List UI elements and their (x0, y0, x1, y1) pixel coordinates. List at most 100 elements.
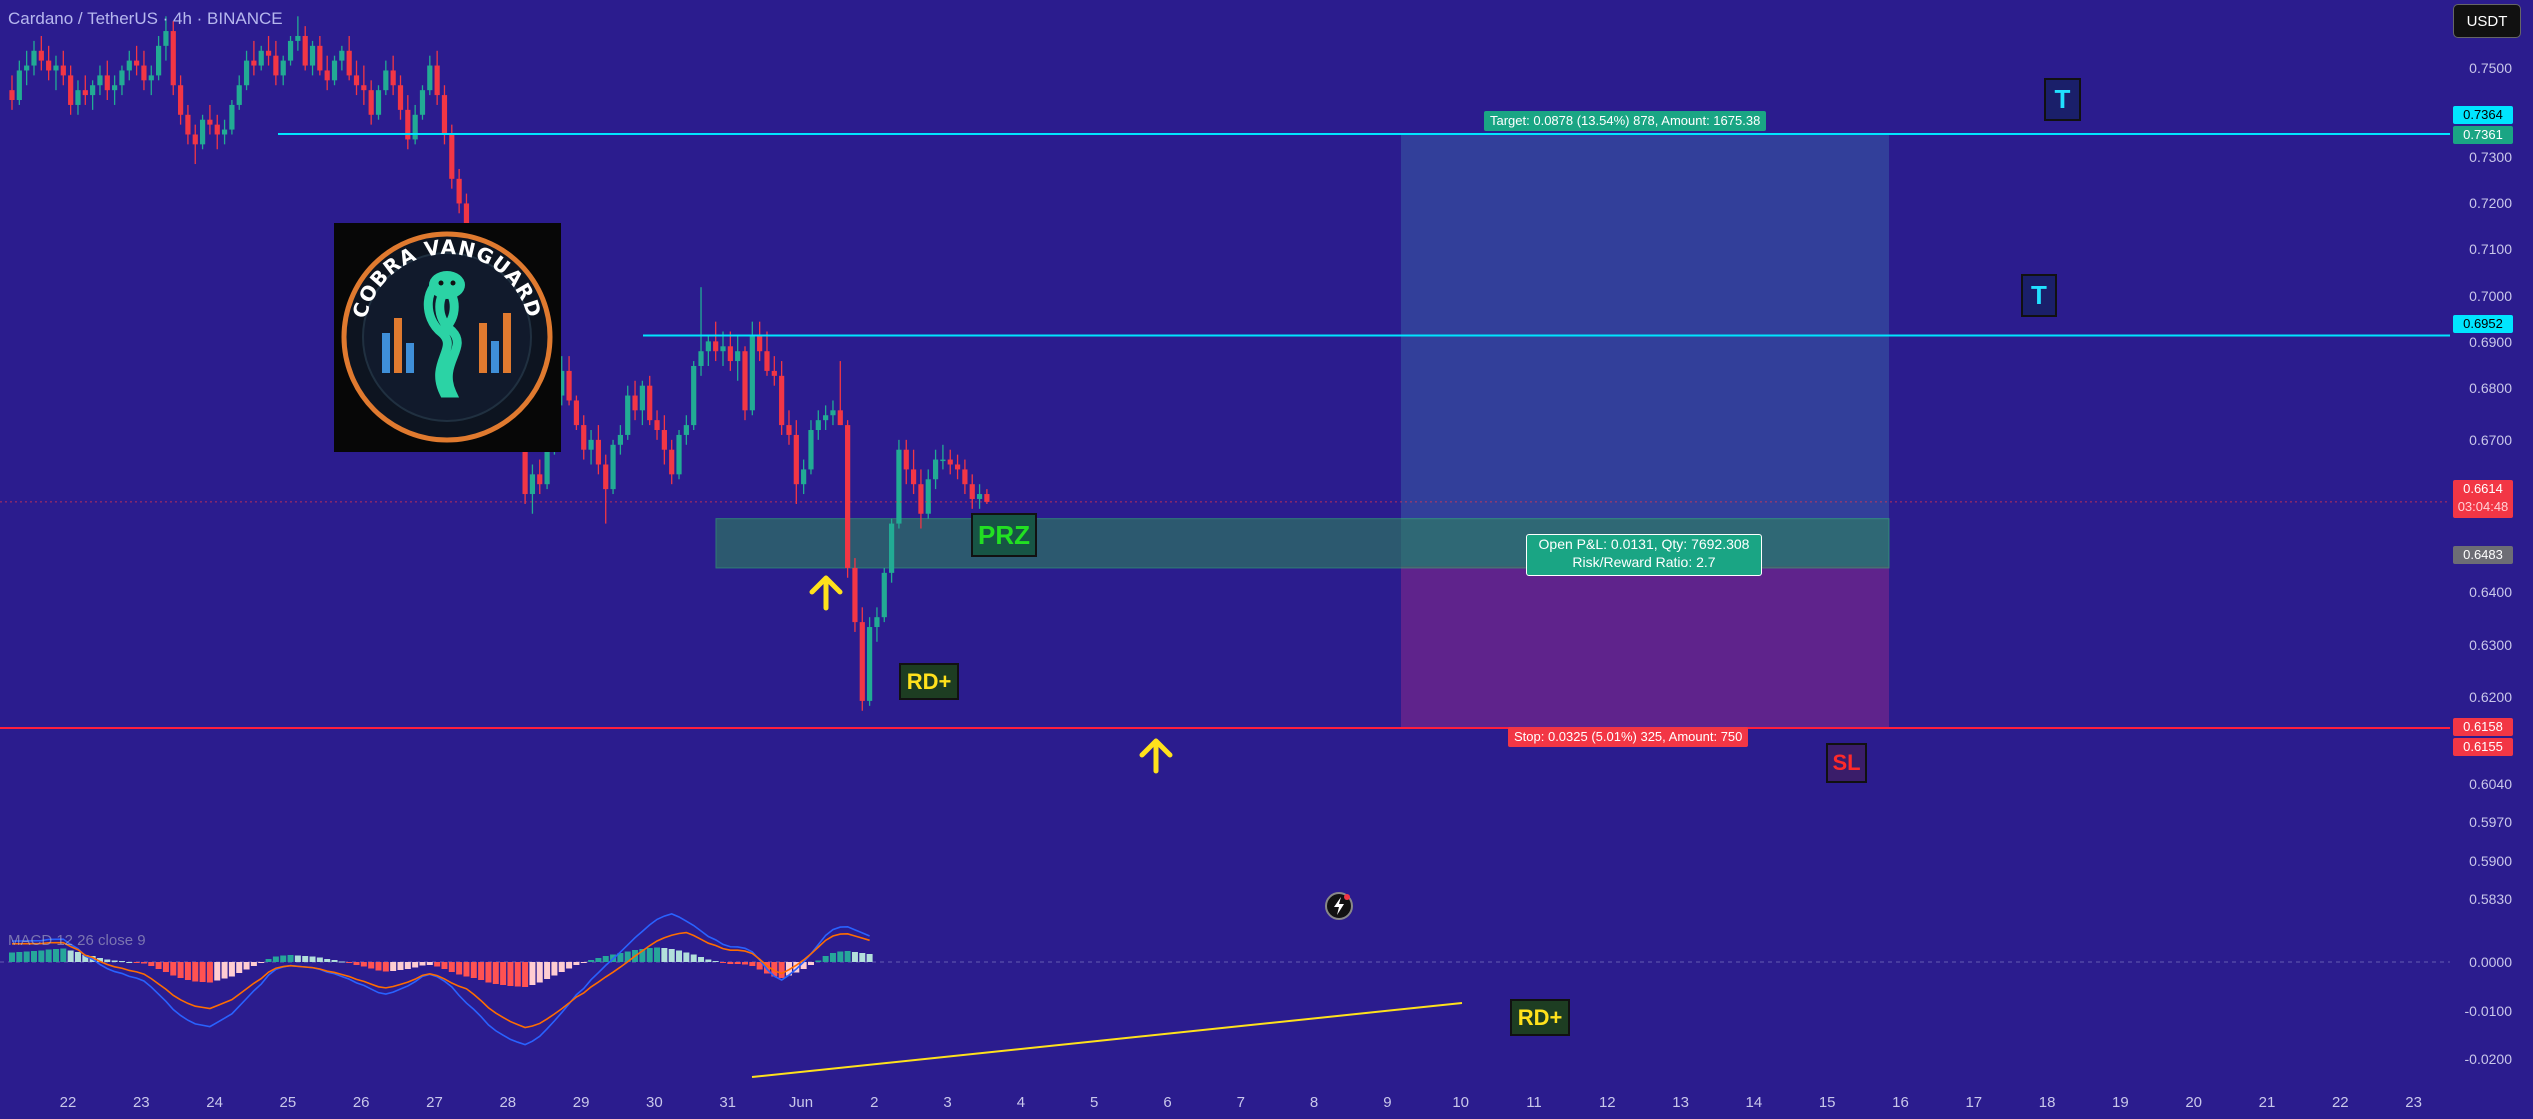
macd-tick-label: -0.0200 (2465, 1051, 2513, 1067)
time-tick-label: 2 (870, 1094, 878, 1111)
macd-histogram-bar (236, 962, 243, 973)
macd-histogram-bar (492, 962, 499, 984)
lightning-icon[interactable] (1324, 891, 1354, 926)
macd-histogram-bar (661, 948, 668, 962)
candle-body (962, 469, 968, 485)
macd-histogram-bar (536, 962, 543, 983)
macd-histogram-bar (654, 947, 661, 962)
loss-zone (1401, 566, 1889, 728)
macd-histogram-bar (866, 954, 873, 962)
candle-body (383, 70, 389, 91)
macd-histogram-bar (60, 948, 67, 962)
time-tick-label: 12 (1599, 1094, 1616, 1111)
candle-body (134, 60, 140, 66)
time-tick-label: 25 (280, 1094, 297, 1111)
macd-histogram-bar (382, 962, 389, 972)
candle-body (889, 523, 895, 573)
time-tick-label: 11 (1526, 1094, 1542, 1111)
macd-histogram-bar (206, 962, 213, 983)
macd-histogram-bar (544, 962, 551, 979)
currency-button[interactable]: USDT (2453, 4, 2521, 38)
candle-body (544, 444, 550, 485)
candle-body (661, 430, 667, 450)
candle-body (427, 65, 433, 91)
candle-body (309, 45, 316, 66)
macd-histogram-bar (690, 954, 697, 962)
macd-histogram-bar (507, 962, 514, 986)
candle-body (713, 341, 719, 352)
candle-body (302, 35, 308, 66)
macd-histogram-bar (551, 962, 558, 976)
macd-histogram-bar (749, 962, 756, 966)
price-tag-target: 0.7361 (2453, 126, 2513, 144)
macd-histogram-bar (324, 959, 331, 962)
candle-body (559, 370, 565, 396)
macd-histogram-bar (148, 962, 155, 966)
macd-signal-line (11, 931, 870, 1029)
macd-histogram-bar (573, 962, 580, 965)
macd-histogram-bar (126, 962, 133, 963)
candle-body (75, 90, 81, 105)
candle-body (456, 178, 462, 204)
macd-histogram-bar (294, 955, 301, 962)
macd-histogram-bar (23, 951, 30, 962)
candle-body (845, 425, 851, 568)
candle-body (16, 70, 22, 101)
candle-body (595, 439, 601, 465)
up-arrow-icon (808, 575, 844, 616)
macd-histogram-bar (756, 962, 763, 970)
candle-body (38, 50, 44, 61)
macd-histogram-bar (624, 951, 631, 962)
candle-body (112, 85, 118, 91)
macd-histogram-bar (441, 962, 448, 969)
macd-histogram-bar (434, 962, 441, 967)
macd-histogram-bar (74, 952, 81, 962)
candle-body (617, 434, 623, 445)
time-tick-label: 26 (353, 1094, 370, 1111)
macd-histogram-bar (419, 962, 426, 966)
macd-histogram-bar (133, 962, 140, 963)
macd-histogram-bar (529, 962, 536, 985)
candle-body (603, 464, 609, 490)
candle-body (903, 449, 909, 470)
macd-histogram-bar (111, 960, 118, 962)
time-tick-label: 19 (2112, 1094, 2129, 1111)
macd-histogram-bar (742, 962, 748, 965)
candle-body (104, 75, 110, 91)
candle-body (771, 370, 777, 376)
macd-histogram-bar (265, 959, 272, 962)
time-tick-label: 17 (1965, 1094, 1982, 1111)
time-tick-label: 30 (646, 1094, 663, 1111)
macd-histogram-bar (646, 948, 653, 962)
candle-body (192, 134, 198, 145)
macd-histogram-bar (595, 958, 602, 962)
candle-body (954, 464, 961, 470)
candle-body (214, 124, 220, 135)
candle-body (90, 85, 96, 96)
time-tick-label: 28 (499, 1094, 516, 1111)
time-tick-label: 24 (206, 1094, 223, 1111)
candle-body (82, 90, 88, 96)
candle-body (177, 85, 184, 115)
time-tick-label: 21 (2259, 1094, 2276, 1111)
pnl-box: Open P&L: 0.0131, Qty: 7692.308 Risk/Rew… (1526, 534, 1762, 576)
macd-histogram-bar (360, 962, 367, 967)
candle-body (368, 90, 374, 115)
macd-histogram-bar (712, 961, 719, 962)
rd-label-price: RD+ (899, 663, 959, 700)
candle-body (698, 351, 704, 366)
candle-body (757, 336, 763, 352)
candle-body (24, 65, 30, 71)
macd-histogram-bar (96, 958, 103, 962)
profit-zone (1401, 134, 1889, 567)
macd-histogram-bar (67, 950, 74, 962)
macd-histogram-bar (514, 962, 521, 987)
candle-body (148, 75, 154, 81)
macd-histogram-bar (118, 961, 125, 962)
price-tick-label: 0.7500 (2469, 60, 2512, 76)
price-tag-entry: 0.6483 (2453, 546, 2513, 564)
rd-label-macd: RD+ (1510, 999, 1570, 1036)
prz-label: PRZ (971, 513, 1037, 557)
